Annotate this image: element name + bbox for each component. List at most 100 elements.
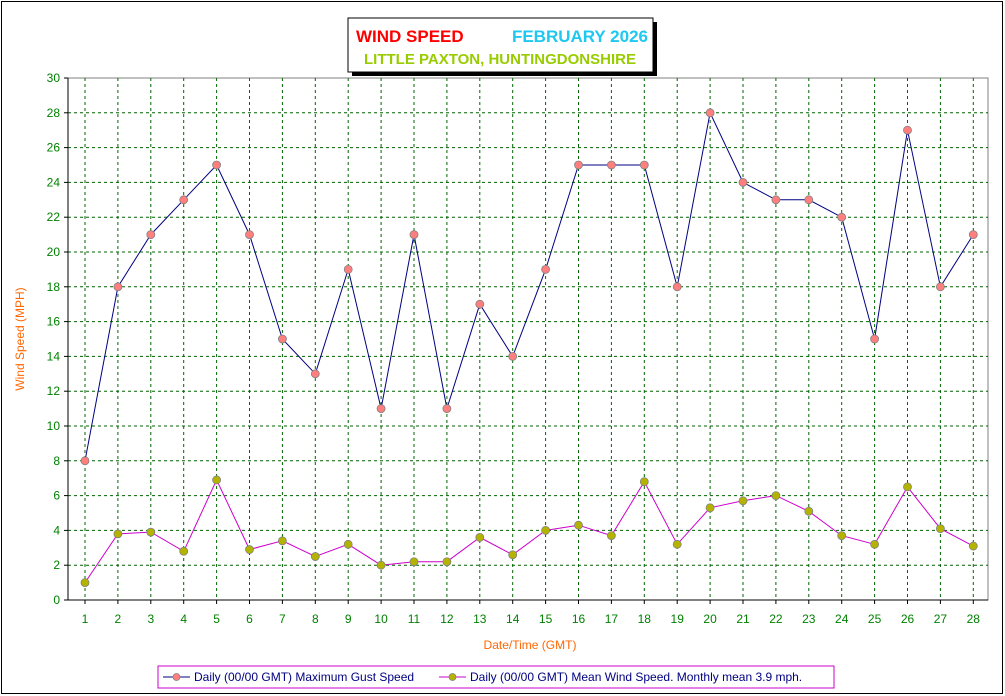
y-tick-label: 16 — [47, 315, 61, 329]
data-point-gust — [212, 160, 222, 170]
x-tick-label: 17 — [605, 612, 619, 626]
plot-area — [67, 77, 989, 601]
legend-mean-swatch-marker — [448, 673, 457, 681]
x-tick-label: 12 — [440, 612, 454, 626]
x-tick-label: 2 — [115, 612, 122, 626]
data-point-gust — [245, 230, 254, 240]
data-point-mean — [80, 578, 90, 587]
data-point-gust — [771, 195, 781, 205]
x-axis-label: Date/Time (GMT) — [484, 638, 577, 652]
title-box-frame — [347, 17, 654, 73]
legend-item-mean: Daily (00/00 GMT) Mean Wind Speed. Month… — [439, 670, 802, 684]
y-tick-label: 2 — [53, 558, 60, 572]
data-point-mean — [870, 539, 879, 549]
x-tick-label: 23 — [802, 612, 816, 626]
y-tick-label: 10 — [47, 419, 61, 433]
x-tick-label: 22 — [769, 612, 783, 626]
x-tick-label: 26 — [901, 612, 915, 626]
x-tick-label: 11 — [408, 612, 421, 626]
data-point-gust — [179, 195, 189, 205]
data-point-mean — [376, 560, 386, 570]
title-box: WIND SPEED FEBRUARY 2026 LITTLE PAXTON, … — [347, 17, 657, 76]
data-point-gust — [870, 334, 879, 344]
legend-item-gust: Daily (00/00 GMT) Maximum Gust Speed — [163, 670, 414, 684]
data-point-gust — [607, 160, 616, 170]
data-point-gust — [672, 282, 682, 292]
data-point-mean — [343, 539, 353, 549]
data-point-gust — [376, 404, 386, 414]
y-tick-label: 18 — [47, 280, 61, 294]
x-tick-label: 25 — [868, 612, 882, 626]
x-axis-ticks: 1 2 3 4 5 6 7 8 9 10 11 12 13 14 15 16 17 18 19 20 21 22 23 24 2… — [68, 599, 988, 626]
x-tick-label: 18 — [638, 612, 652, 626]
x-tick-label: 10 — [374, 612, 388, 626]
y-tick-label: 14 — [47, 349, 61, 363]
legend-mean-label: Daily (00/00 GMT) Mean Wind Speed. Month… — [470, 670, 802, 684]
legend: Daily (00/00 GMT) Maximum Gust Speed Dai… — [157, 665, 835, 689]
data-point-gust — [968, 230, 978, 240]
data-point-mean — [442, 557, 452, 567]
y-tick-label: 30 — [47, 71, 61, 85]
data-point-gust — [343, 264, 353, 274]
x-tick-label: 19 — [671, 612, 685, 626]
x-tick-label: 8 — [312, 612, 319, 626]
data-point-gust — [409, 230, 419, 240]
data-point-gust — [804, 195, 814, 205]
data-point-mean — [705, 503, 715, 513]
y-tick-label: 22 — [47, 210, 61, 224]
data-point-mean — [146, 527, 156, 537]
x-tick-label: 6 — [246, 612, 253, 626]
data-point-mean — [245, 545, 254, 554]
x-tick-label: 16 — [572, 612, 586, 626]
data-point-mean — [639, 477, 649, 487]
legend-box — [157, 665, 835, 689]
data-point-gust — [475, 299, 485, 309]
data-point-mean — [738, 496, 748, 506]
y-tick-label: 24 — [47, 175, 61, 189]
data-point-mean — [541, 526, 550, 535]
series-line-gust — [84, 111, 974, 461]
data-point-mean — [804, 506, 814, 516]
legend-gust-swatch-marker — [172, 673, 181, 681]
data-point-gust — [277, 334, 287, 344]
data-point-mean — [968, 541, 978, 551]
data-point-gust — [146, 230, 156, 240]
x-tick-label: 27 — [934, 612, 948, 626]
data-point-mean — [277, 536, 287, 546]
x-tick-label: 13 — [473, 612, 487, 626]
y-tick-label: 6 — [53, 489, 60, 503]
series-layer — [80, 108, 978, 587]
data-point-mean — [475, 532, 485, 542]
x-tick-label: 15 — [539, 612, 553, 626]
series-line-mean — [84, 478, 974, 583]
x-tick-label: 24 — [835, 612, 849, 626]
data-point-gust — [113, 282, 123, 292]
data-point-gust — [310, 369, 320, 379]
x-tick-label: 1 — [82, 612, 89, 626]
x-tick-label: 5 — [213, 612, 220, 626]
x-tick-label: 7 — [279, 612, 286, 626]
x-tick-label: 4 — [180, 612, 187, 626]
y-tick-label: 12 — [47, 384, 61, 398]
data-point-gust — [903, 125, 912, 135]
data-point-gust — [705, 108, 715, 118]
y-tick-label: 20 — [47, 245, 61, 259]
x-tick-label: 21 — [736, 612, 750, 626]
data-point-mean — [574, 520, 583, 530]
x-tick-label: 3 — [147, 612, 154, 626]
data-point-gust — [738, 177, 748, 187]
data-point-gust — [442, 404, 452, 414]
chart-title: WIND SPEED — [356, 27, 464, 46]
data-point-mean — [607, 531, 616, 541]
data-point-gust — [837, 212, 847, 222]
y-tick-label: 0 — [53, 593, 60, 607]
data-point-mean — [113, 529, 123, 539]
x-tick-label: 9 — [345, 612, 352, 626]
data-point-gust — [639, 160, 649, 170]
data-point-mean — [409, 557, 419, 567]
data-point-mean — [936, 524, 945, 534]
data-point-mean — [672, 539, 682, 549]
data-point-gust — [80, 456, 90, 466]
